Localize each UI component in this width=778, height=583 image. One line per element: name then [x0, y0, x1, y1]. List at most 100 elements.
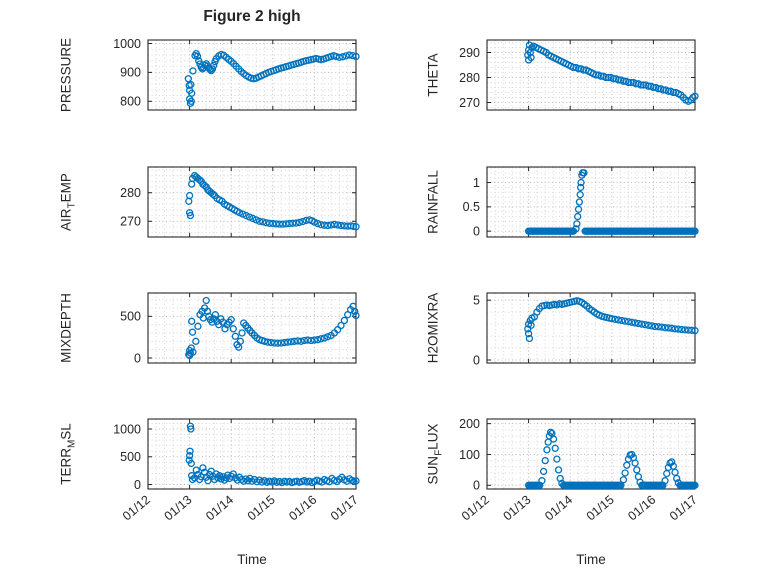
data-point-marker: [295, 218, 304, 227]
data-point-marker: [203, 307, 212, 315]
data-point-marker: [638, 320, 646, 328]
data-point-marker: [242, 211, 250, 220]
data-points: [524, 428, 699, 489]
x-tick-label: 01/17: [667, 493, 700, 524]
ylabel-text: MIXDEPTH: [58, 293, 74, 363]
data-point-marker: [621, 469, 629, 477]
y-tick-label: 5: [473, 293, 480, 307]
data-point-marker: [602, 73, 610, 82]
data-point-marker: [221, 325, 229, 333]
subplot-air-temp: 270 280: [120, 166, 360, 238]
data-point-marker: [349, 51, 357, 60]
data-point-marker: [337, 221, 345, 230]
data-point-marker: [192, 337, 200, 345]
data-point-marker: [659, 481, 667, 489]
data-point-marker: [684, 326, 692, 334]
y-tick-label: 280: [120, 186, 141, 200]
grid-lines: [148, 40, 356, 110]
data-point-marker: [289, 219, 297, 227]
data-point-marker: [282, 220, 290, 228]
x-tick-label: 01/16: [625, 493, 658, 524]
y-tick-labels: 270 280 290: [459, 46, 480, 110]
data-point-marker: [187, 80, 195, 89]
data-point-marker: [651, 322, 659, 331]
data-point-marker: [339, 53, 347, 61]
x-tick-label: 01/17: [328, 493, 361, 524]
y-tick-label: 0: [134, 351, 141, 365]
data-point-marker: [546, 428, 555, 436]
data-point-marker: [337, 321, 345, 330]
data-point-marker: [272, 220, 280, 228]
subplot-terr-msl: 0 500 1000 01/12 01/13 01/14 01/15 01/16 01/17: [113, 418, 361, 524]
data-point-marker: [269, 219, 277, 228]
subplot-theta: 270 280 290: [459, 39, 699, 111]
y-tick-label: 200: [459, 417, 480, 431]
data-point-marker: [691, 92, 699, 100]
ylabel-text-post: LUX: [425, 423, 441, 450]
data-points: [524, 297, 699, 343]
data-point-marker: [320, 221, 329, 229]
grid-lines: [487, 40, 695, 110]
data-points: [185, 296, 360, 360]
data-point-marker: [574, 205, 583, 213]
data-point-marker: [310, 336, 319, 344]
x-tick-label: 01/14: [203, 493, 236, 524]
data-point-marker: [528, 43, 536, 52]
data-point-marker: [664, 324, 673, 332]
ylabel-rainfall: RAINFALL: [426, 170, 445, 234]
axis-ticks: [147, 40, 357, 110]
data-point-marker: [211, 311, 220, 319]
data-point-marker: [351, 307, 359, 315]
data-point-marker: [664, 87, 673, 95]
data-point-marker: [634, 319, 643, 328]
ylabel-sun-flux: SUNFLUX: [426, 424, 445, 485]
data-point-marker: [334, 221, 342, 229]
data-point-marker: [624, 78, 633, 87]
data-point-marker: [186, 211, 195, 220]
y-tick-labels: 05: [473, 293, 480, 367]
x-tick-label: 01/14: [542, 493, 575, 524]
data-point-marker: [654, 323, 663, 331]
x-tick-label: 01/16: [286, 493, 319, 524]
data-point-marker: [192, 466, 200, 474]
xlabel-time-left: Time: [237, 552, 267, 567]
data-point-marker: [574, 65, 583, 73]
data-point-marker: [619, 77, 628, 85]
y-tick-label: 1: [473, 176, 480, 190]
data-point-marker: [330, 220, 339, 229]
data-point-marker: [320, 334, 329, 342]
data-point-marker: [317, 221, 325, 229]
ylabel-air-temp: AIRTEMP: [59, 173, 78, 231]
y-tick-labels: 800 900 1000: [113, 37, 141, 109]
x-tick-label: 01/15: [584, 493, 617, 524]
subplot-pressure: 800 900 1000: [113, 37, 360, 111]
data-point-marker: [524, 330, 533, 338]
data-point-marker: [641, 321, 649, 329]
x-tick-label: 01/13: [501, 493, 534, 524]
data-point-marker: [187, 97, 195, 105]
data-points: [524, 41, 699, 105]
data-point-marker: [639, 81, 648, 89]
data-point-marker: [280, 338, 289, 347]
data-point-marker: [592, 71, 600, 79]
data-point-marker: [327, 221, 335, 229]
data-point-marker: [688, 326, 696, 334]
y-tick-labels: 0 100 200: [459, 417, 480, 493]
x-tick-labels: 01/12 01/13 01/14 01/15 01/16 01/17: [459, 493, 700, 524]
ylabel-text: TERR: [58, 448, 74, 485]
data-point-marker: [631, 459, 639, 467]
data-point-marker: [264, 338, 272, 346]
data-point-marker: [193, 52, 202, 60]
grid-lines: [487, 293, 695, 363]
ylabel-text: PRESSURE: [58, 37, 74, 113]
data-point-marker: [627, 78, 635, 87]
data-point-marker: [674, 325, 683, 333]
data-point-marker: [614, 76, 623, 84]
data-point-marker: [621, 317, 629, 325]
axes-box: [486, 39, 696, 111]
data-point-marker: [229, 325, 237, 333]
data-point-marker: [189, 348, 197, 356]
data-point-marker: [194, 322, 202, 330]
